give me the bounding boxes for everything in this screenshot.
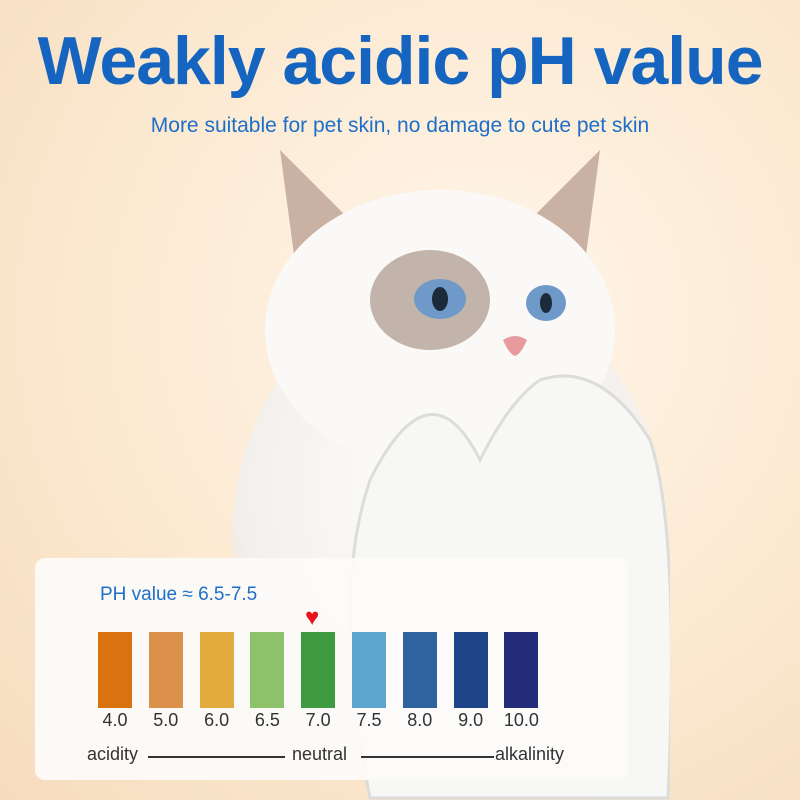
ph-tick-label: 5.0 — [153, 710, 179, 730]
ph-bar-6.5 — [250, 632, 285, 708]
ph-value-label: PH value ≈ 6.5-7.5 — [100, 584, 258, 605]
ph-tick-label: 6.5 — [254, 710, 280, 730]
ph-bar-4.0 — [98, 632, 132, 708]
neutral-label: neutral — [292, 744, 348, 764]
subheadline: More suitable for pet skin, no damage to… — [150, 114, 650, 137]
ph-bar-8.0 — [402, 632, 437, 708]
heart-icon: ♥ — [305, 604, 320, 631]
headline: Weakly acidic pH value — [37, 23, 763, 99]
axis-line-right — [361, 756, 494, 758]
axis-line-left — [148, 756, 285, 758]
ph-tick-label: 6.0 — [204, 710, 230, 730]
ph-bar-10.0 — [504, 632, 539, 708]
acidity-label: acidity — [87, 744, 139, 764]
ph-tick-label: 10.0 — [503, 710, 539, 730]
ph-tick-label: 8.0 — [407, 710, 433, 730]
ph-bar-5.0 — [148, 632, 183, 708]
alkalinity-label: alkalinity — [495, 744, 565, 764]
ph-bar-6.0 — [199, 632, 234, 708]
ph-bar-7.5 — [352, 632, 386, 708]
ph-tick-label: 4.0 — [102, 710, 128, 730]
ph-tick-label: 7.5 — [356, 710, 382, 730]
ph-scale-card: PH value ≈ 6.5-7.5 ♥ 4.0 5.0 6.0 6.5 7.0 7.5 8… — [35, 558, 628, 780]
ph-bar-7.0 — [301, 632, 336, 708]
ph-bar-9.0 — [453, 632, 488, 708]
ph-tick-label: 7.0 — [305, 710, 331, 730]
ph-tick-label: 9.0 — [458, 710, 484, 730]
